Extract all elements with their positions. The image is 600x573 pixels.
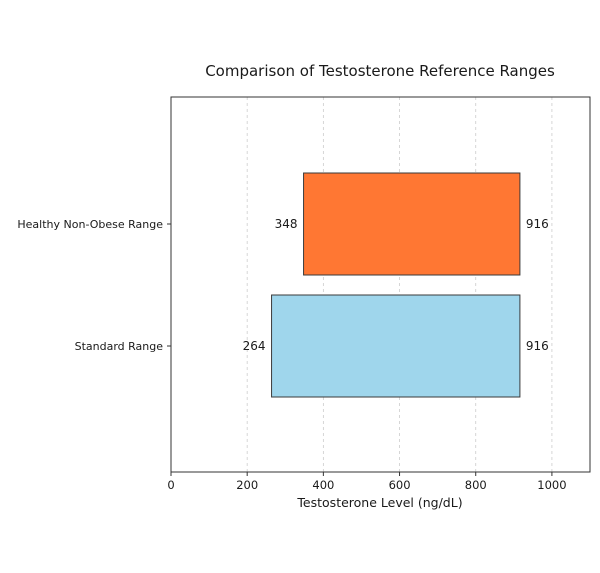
plot-frame — [170, 96, 591, 473]
range-low-label: 348 — [275, 217, 298, 231]
range-low-label: 264 — [243, 339, 266, 353]
range-bar — [303, 172, 521, 276]
chart-title: Comparison of Testosterone Reference Ran… — [205, 62, 555, 80]
range-high-label: 916 — [526, 339, 549, 353]
x-tick-label: 800 — [465, 478, 487, 492]
x-tick-label: 0 — [167, 478, 174, 492]
range-bar — [271, 294, 521, 398]
x-axis-label: Testosterone Level (ng/dL) — [296, 495, 462, 510]
x-axis-ticks: 0 200 400 600 800 1000 — [167, 472, 567, 492]
y-axis-ticks: Healthy Non-Obese Range Standard Range — [17, 218, 171, 353]
x-tick-label: 1000 — [537, 478, 566, 492]
y-tick-label: Standard Range — [75, 340, 164, 353]
x-tick-label: 200 — [236, 478, 258, 492]
y-tick-label: Healthy Non-Obese Range — [17, 218, 163, 231]
x-tick-label: 600 — [389, 478, 411, 492]
bars: 348 916 264 916 — [243, 172, 549, 398]
x-tick-label: 400 — [312, 478, 334, 492]
range-high-label: 916 — [526, 217, 549, 231]
grid — [246, 97, 553, 472]
